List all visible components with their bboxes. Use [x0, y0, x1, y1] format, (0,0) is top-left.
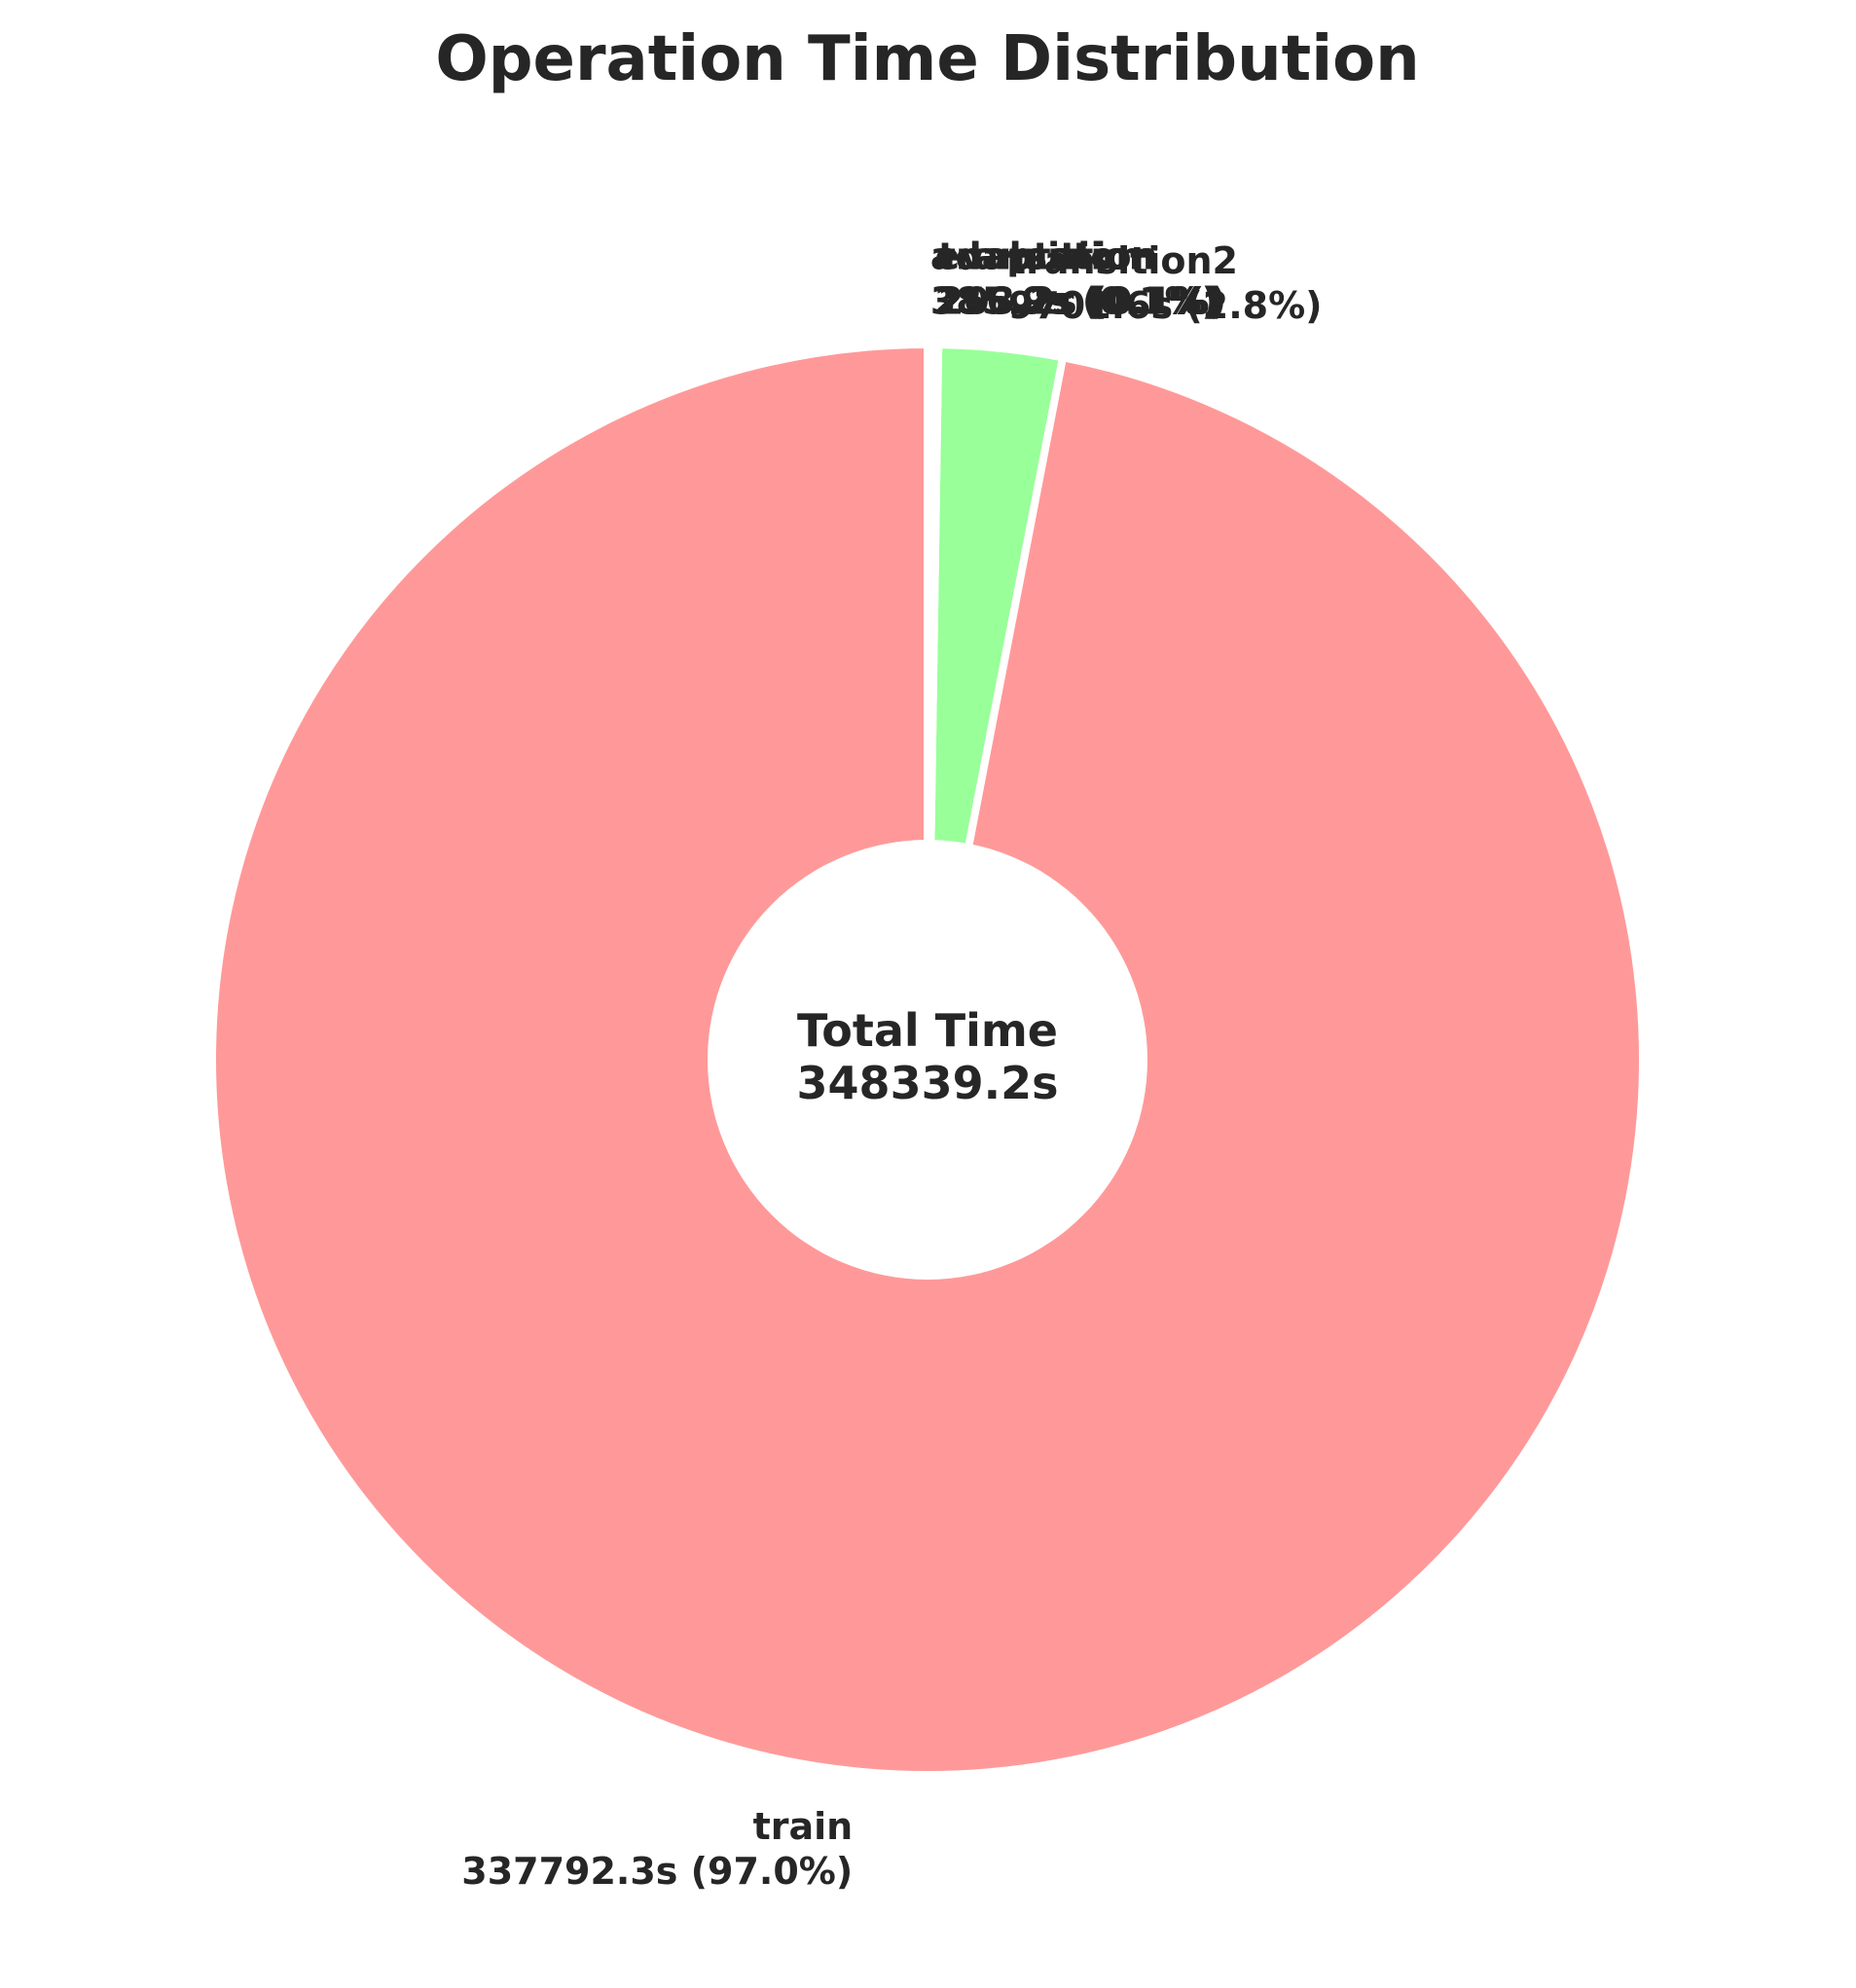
slice-label-value: 9701.6s (2.8%): [1008, 284, 1323, 327]
donut-hole: [708, 840, 1147, 1280]
slice-label-transition2: transition2 9701.6s (2.8%): [1008, 239, 1323, 327]
slice-label-name: evaluation: [934, 235, 1154, 278]
slice-label-transition: transition 203.2s (0.1%): [938, 235, 1226, 323]
slice-label-value: 256.2s (0.1%): [934, 280, 1222, 323]
chart-title: Operation Time Distribution: [435, 23, 1419, 95]
slice-label-value: 385.9s (0.1%): [930, 280, 1219, 323]
slice-label-value: 337792.3s (97.0%): [461, 1850, 853, 1893]
slice-label-value: 203.2s (0.1%): [938, 280, 1226, 323]
slice-label-evaluation: evaluation 256.2s (0.1%): [934, 235, 1222, 323]
slice-label-name: transition2: [1008, 239, 1238, 282]
slice-label-adaptation: adaptation 385.9s (0.1%): [930, 235, 1219, 323]
slice-label-name: train: [753, 1805, 854, 1848]
center-label-value: 348339.2s: [797, 1057, 1059, 1109]
slice-label-name: transition: [938, 235, 1143, 278]
center-label-title: Total Time: [797, 1004, 1058, 1057]
slice-label-train: train 337792.3s (97.0%): [461, 1805, 853, 1893]
slice-labels: train 337792.3s (97.0%) transition2 9701.6s…: [461, 235, 1322, 1893]
slice-label-name: adaptation: [930, 235, 1158, 278]
